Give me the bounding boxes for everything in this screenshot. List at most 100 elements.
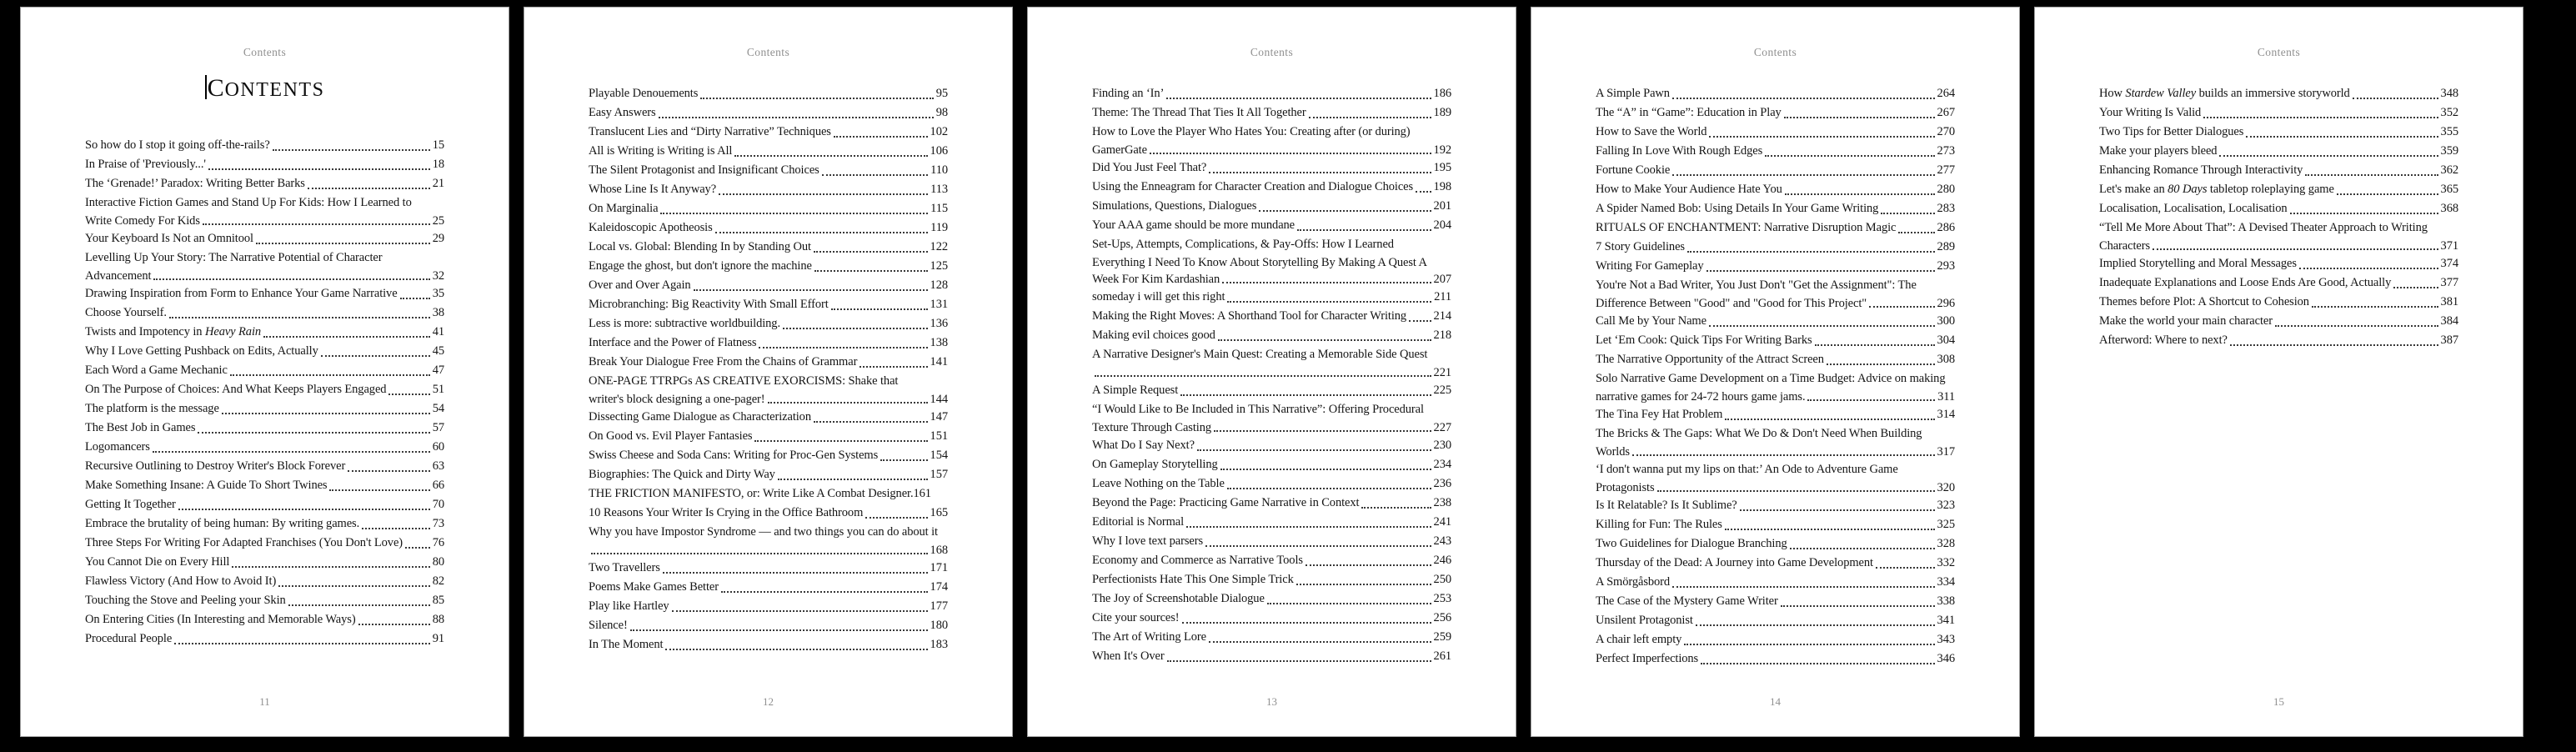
toc-entry[interactable]: Getting It Together 70 (85, 495, 444, 514)
toc-entry[interactable]: Touching the Stove and Peeling your Skin… (85, 591, 444, 610)
toc-entry[interactable]: “Tell Me More About That”: A Devised The… (2099, 218, 2458, 254)
toc-entry[interactable]: Why you have Impostor Syndrome — and two… (589, 523, 948, 559)
toc-entry[interactable]: The Narrative Opportunity of the Attract… (1596, 350, 1955, 369)
toc-entry[interactable]: Enhancing Romance Through Interactivity 3… (2099, 161, 2458, 180)
toc-entry[interactable]: Themes before Plot: A Shortcut to Cohesi… (2099, 293, 2458, 312)
toc-entry[interactable]: Interface and the Power of Flatness 138 (589, 333, 948, 353)
toc-entry[interactable]: Drawing Inspiration from Form to Enhance… (85, 284, 444, 303)
toc-entry[interactable]: A Smörgåsbord 334 (1596, 573, 1955, 592)
toc-entry[interactable]: Levelling Up Your Story: The Narrative P… (85, 248, 444, 284)
document-page[interactable]: Contents A Simple Pawn 264 The “A” in “Game… (1531, 7, 2020, 737)
toc-entry[interactable]: Cite your sources! 256 (1092, 609, 1451, 628)
toc-entry[interactable]: Microbranching: Big Reactivity With Smal… (589, 295, 948, 314)
toc-entry[interactable]: Your AAA game should be more mundane 204 (1092, 216, 1451, 235)
toc-entry[interactable]: Swiss Cheese and Soda Cans: Writing for … (589, 446, 948, 465)
toc-entry[interactable]: The Case of the Mystery Game Writer 338 (1596, 592, 1955, 611)
toc-entry[interactable]: Writing For Gameplay 293 (1596, 257, 1955, 276)
toc-entry[interactable]: Break Your Dialogue Free From the Chains… (589, 353, 948, 372)
toc-entry[interactable]: Beyond the Page: Practicing Game Narrati… (1092, 494, 1451, 513)
toc-entry[interactable]: Perfectionists Hate This One Simple Tric… (1092, 570, 1451, 589)
toc-entry[interactable]: The Art of Writing Lore 259 (1092, 628, 1451, 647)
toc-entry[interactable]: A Simple Pawn 264 (1596, 84, 1955, 103)
toc-entry[interactable]: How Stardew Valley builds an immersive s… (2099, 84, 2458, 103)
toc-entry[interactable]: Solo Narrative Game Development on a Tim… (1596, 369, 1955, 405)
toc-entry[interactable]: Why I love text parsers 243 (1092, 532, 1451, 551)
toc-entry[interactable]: Twists and Impotency in Heavy Rain 41 (85, 323, 444, 342)
toc-entry[interactable]: Thursday of the Dead: A Journey into Gam… (1596, 554, 1955, 573)
toc-entry[interactable]: Localisation, Localisation, Localisation… (2099, 199, 2458, 218)
toc-entry[interactable]: Procedural People 91 (85, 629, 444, 649)
toc-entry[interactable]: You're Not a Bad Writer, You Just Don't … (1596, 276, 1955, 312)
toc-entry[interactable]: Perfect Imperfections 346 (1596, 649, 1955, 669)
toc-entry[interactable]: The Tina Fey Hat Problem 314 (1596, 405, 1955, 424)
toc-entry[interactable]: Two Tips for Better Dialogues 355 (2099, 123, 2458, 142)
toc-entry[interactable]: 7 Story Guidelines 289 (1596, 238, 1955, 257)
toc-entry[interactable]: On Good vs. Evil Player Fantasies 151 (589, 427, 948, 446)
document-page[interactable]: Contents How Stardew Valley builds an imm… (2034, 7, 2523, 737)
toc-entry[interactable]: Make Something Insane: A Guide To Short … (85, 476, 444, 495)
toc-entry[interactable]: Biographies: The Quick and Dirty Way 157 (589, 465, 948, 484)
toc-entry[interactable]: Poems Make Games Better 174 (589, 578, 948, 597)
toc-entry[interactable]: On Gameplay Storytelling 234 (1092, 455, 1451, 474)
toc-entry[interactable]: Why I Love Getting Pushback on Edits, Ac… (85, 342, 444, 361)
toc-entry[interactable]: You Cannot Die on Every Hill 80 (85, 553, 444, 572)
toc-entry[interactable]: The “A” in “Game”: Education in Play 267 (1596, 103, 1955, 123)
toc-entry[interactable]: The Bricks & The Gaps: What We Do & Don'… (1596, 424, 1955, 460)
toc-entry[interactable]: Choose Yourself. 38 (85, 303, 444, 323)
toc-entry[interactable]: Silence! 180 (589, 616, 948, 635)
toc-entry[interactable]: Set-Ups, Attempts, Complications, & Pay-… (1092, 235, 1451, 288)
toc-entry[interactable]: Call Me by Your Name 300 (1596, 312, 1955, 331)
toc-entry[interactable]: Easy Answers 98 (589, 103, 948, 123)
toc-entry[interactable]: “I Would Like to Be Included in This Nar… (1092, 400, 1451, 436)
toc-entry[interactable]: Whose Line Is It Anyway? 113 (589, 180, 948, 199)
document-page[interactable]: Contents Playable Denouements 95 Easy Answe… (524, 7, 1013, 737)
toc-entry[interactable]: Kaleidoscopic Apotheosis 119 (589, 218, 948, 238)
toc-entry[interactable]: Make your players bleed 359 (2099, 142, 2458, 161)
toc-entry[interactable]: Two Travellers 171 (589, 559, 948, 578)
toc-entry[interactable]: The ‘Grenade!’ Paradox: Writing Better B… (85, 174, 444, 193)
toc-entry[interactable]: How to Love the Player Who Hates You: Cr… (1092, 123, 1451, 158)
toc-entry[interactable]: All is Writing is Writing is All 106 (589, 142, 948, 161)
toc-entry[interactable]: Economy and Commerce as Narrative Tools 2… (1092, 551, 1451, 570)
toc-entry[interactable]: On Entering Cities (In Interesting and M… (85, 610, 444, 629)
toc-entry[interactable]: Over and Over Again 128 (589, 276, 948, 295)
document-page[interactable]: Contents CONTENTS So how do I stop it goin… (20, 7, 509, 737)
toc-entry[interactable]: A Narrative Designer's Main Quest: Creat… (1092, 345, 1451, 381)
toc-entry[interactable]: Let's make an 80 Days tabletop roleplayi… (2099, 180, 2458, 199)
toc-entry[interactable]: When It's Over 261 (1092, 647, 1451, 666)
toc-entry[interactable]: The Silent Protagonist and Insignificant… (589, 161, 948, 180)
toc-entry[interactable]: Two Guidelines for Dialogue Branching 328 (1596, 534, 1955, 554)
toc-entry[interactable]: Engage the ghost, but don't ignore the m… (589, 257, 948, 276)
toc-entry[interactable]: Fortune Cookie 277 (1596, 161, 1955, 180)
toc-entry[interactable]: Implied Storytelling and Moral Messages 3… (2099, 254, 2458, 273)
toc-entry[interactable]: Interactive Fiction Games and Stand Up F… (85, 193, 444, 229)
toc-entry[interactable]: Unsilent Protagonist 341 (1596, 611, 1955, 630)
toc-entry[interactable]: Your Keyboard Is Not an Omnitool 29 (85, 229, 444, 248)
toc-entry[interactable]: ONE-PAGE TTRPGs AS CREATIVE EXORCISMS: S… (589, 372, 948, 408)
toc-entry[interactable]: Flawless Victory (And How to Avoid It) 82 (85, 572, 444, 591)
toc-entry[interactable]: Simulations, Questions, Dialogues 201 (1092, 197, 1451, 216)
toc-entry[interactable]: How to Save the World 270 (1596, 123, 1955, 142)
toc-entry[interactable]: So how do I stop it going off-the-rails?… (85, 136, 444, 155)
toc-entry[interactable]: On Marginalia 115 (589, 199, 948, 218)
document-page[interactable]: Contents Finding an ‘In’ 186 Theme: The Thr… (1027, 7, 1516, 737)
toc-entry[interactable]: RITUALS OF ENCHANTMENT: Narrative Disrup… (1596, 218, 1955, 238)
toc-entry[interactable]: Each Word a Game Mechanic 47 (85, 361, 444, 380)
toc-entry[interactable]: In The Moment 183 (589, 635, 948, 654)
toc-entry[interactable]: Killing for Fun: The Rules 325 (1596, 515, 1955, 534)
toc-entry[interactable]: someday i will get this right 211 (1092, 288, 1451, 307)
toc-entry[interactable]: Local vs. Global: Blending In by Standin… (589, 238, 948, 257)
toc-entry[interactable]: A Simple Request 225 (1092, 381, 1451, 400)
toc-entry[interactable]: Your Writing Is Valid 352 (2099, 103, 2458, 123)
toc-entry[interactable]: How to Make Your Audience Hate You 280 (1596, 180, 1955, 199)
toc-entry[interactable]: Making the Right Moves: A Shorthand Tool… (1092, 307, 1451, 326)
toc-entry[interactable]: What Do I Say Next? 230 (1092, 436, 1451, 455)
toc-entry[interactable]: Using the Enneagram for Character Creati… (1092, 178, 1451, 197)
toc-entry[interactable]: Leave Nothing on the Table 236 (1092, 474, 1451, 494)
toc-entry[interactable]: Afterword: Where to next? 387 (2099, 331, 2458, 350)
toc-entry[interactable]: 10 Reasons Your Writer Is Crying in the … (589, 504, 948, 523)
toc-entry[interactable]: A Spider Named Bob: Using Details In You… (1596, 199, 1955, 218)
toc-entry[interactable]: Making evil choices good 218 (1092, 326, 1451, 345)
toc-entry[interactable]: A chair left empty 343 (1596, 630, 1955, 649)
toc-entry[interactable]: Is It Relatable? Is It Sublime? 323 (1596, 496, 1955, 515)
